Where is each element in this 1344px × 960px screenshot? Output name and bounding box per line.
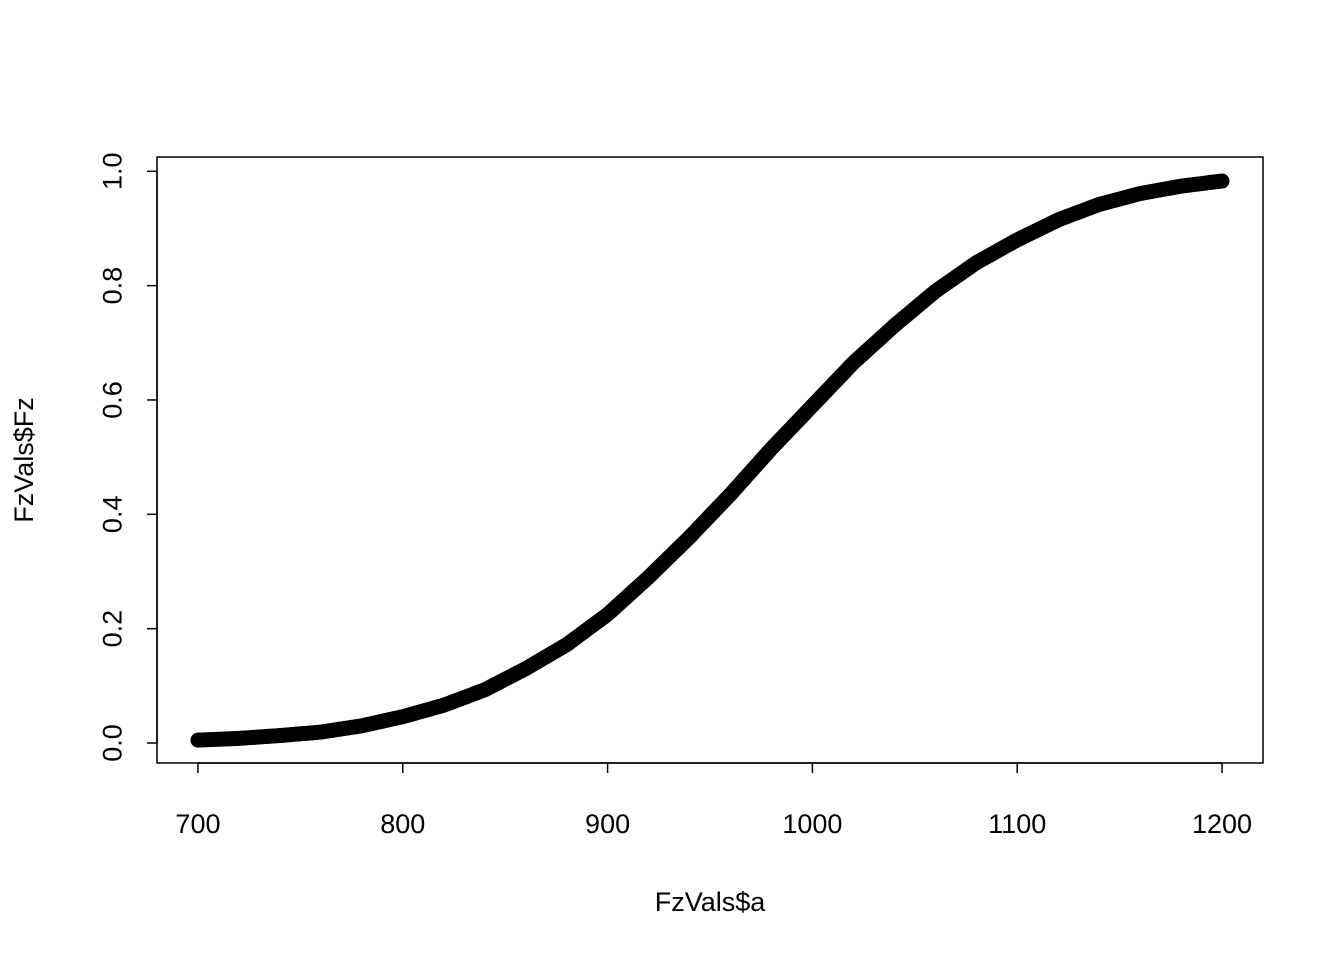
x-tick-label: 1100 bbox=[988, 809, 1046, 839]
x-tick-label: 800 bbox=[380, 809, 425, 839]
x-tick-label: 1000 bbox=[782, 809, 842, 839]
x-tick-label: 700 bbox=[175, 809, 220, 839]
y-tick-label: 1.0 bbox=[97, 153, 127, 191]
y-tick-label: 0.4 bbox=[97, 496, 127, 534]
data-point bbox=[1214, 173, 1230, 189]
y-tick-label: 0.8 bbox=[97, 267, 127, 305]
y-axis: 0.0 0.2 0.4 0.6 0.8 1.0 bbox=[97, 153, 158, 762]
y-tick-label: 0.0 bbox=[97, 724, 127, 762]
y-tick-label: 0.6 bbox=[97, 381, 127, 419]
data-points bbox=[190, 173, 1230, 748]
y-tick-label: 0.2 bbox=[97, 610, 127, 648]
plot-box bbox=[156, 156, 1264, 764]
x-axis-label: FzVals$a bbox=[655, 887, 767, 917]
x-axis: 700 800 900 1000 1100 1200 bbox=[175, 762, 1252, 839]
x-tick-label: 900 bbox=[585, 809, 630, 839]
x-tick-label: 1200 bbox=[1192, 809, 1252, 839]
y-axis-label: FzVals$Fz bbox=[9, 397, 39, 523]
